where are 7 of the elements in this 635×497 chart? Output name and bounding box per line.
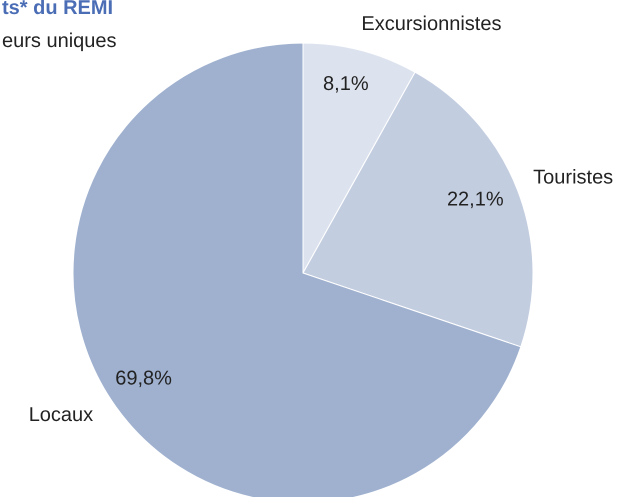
data-label: 69,8%	[115, 368, 172, 390]
slice-label: Touristes	[533, 166, 614, 188]
data-label: 22,1%	[446, 188, 504, 211]
data-label: 8,1%	[323, 73, 369, 96]
slice-label: Excursionnistes	[361, 13, 502, 36]
text: eurs uniques	[2, 30, 117, 53]
slice-label: Locaux	[28, 404, 94, 426]
